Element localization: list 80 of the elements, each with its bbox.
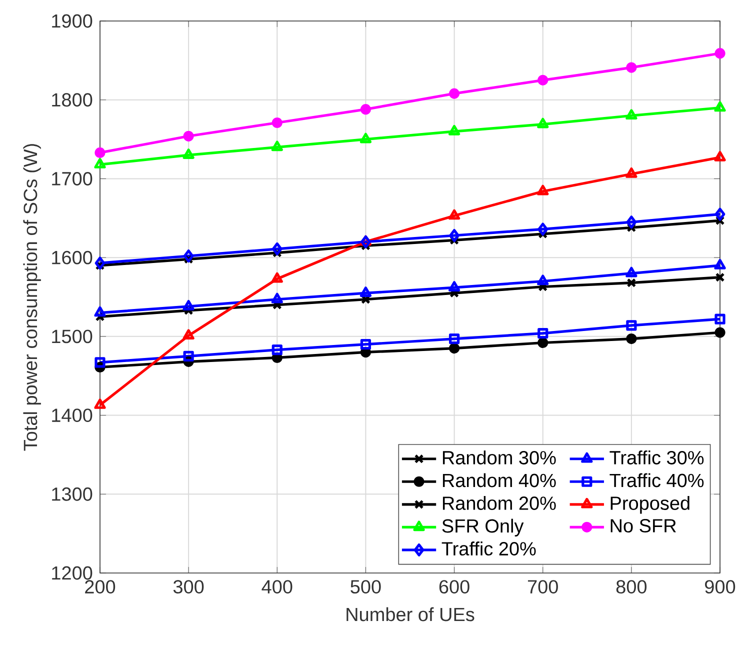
y-tick-label: 1800 (52, 93, 92, 107)
point (538, 328, 548, 339)
point (360, 286, 372, 297)
x-tick-label: 900 (705, 580, 736, 594)
x-tick-label: 200 (85, 580, 116, 594)
point (272, 344, 282, 356)
point (714, 101, 726, 112)
point (272, 117, 282, 128)
legend-label: No SFR (610, 519, 676, 532)
legend-label: Proposed (610, 496, 690, 514)
legend-label: Traffic 30% (610, 450, 704, 464)
x-tick-label: 800 (616, 580, 647, 594)
point (94, 398, 106, 409)
y-tick-label: 1500 (52, 330, 92, 344)
legend-label: Random 30% (442, 450, 556, 464)
point (182, 148, 194, 159)
legend-label: Traffic 20% (442, 542, 536, 556)
point (183, 250, 194, 262)
point (271, 272, 283, 283)
point (448, 209, 460, 220)
point (448, 334, 460, 344)
point (714, 258, 726, 270)
y-tick-label: 1900 (52, 14, 92, 28)
point (272, 242, 282, 256)
point (94, 357, 106, 368)
point (714, 48, 726, 59)
point (271, 292, 283, 304)
point (714, 208, 726, 221)
x-tick-label: 400 (262, 580, 292, 594)
point (538, 222, 548, 236)
point (449, 229, 460, 242)
point (448, 281, 460, 292)
point (538, 337, 548, 348)
point (183, 130, 194, 142)
x-axis-title: Number of UEs (346, 607, 474, 622)
point (537, 274, 549, 286)
point (360, 132, 372, 144)
point (360, 339, 372, 350)
point (94, 256, 106, 270)
point (182, 300, 194, 310)
point (537, 184, 549, 196)
x-tick-label: 600 (439, 580, 470, 594)
y-tick-label: 1400 (52, 408, 92, 422)
x-tick-label: 500 (350, 580, 381, 594)
legend-label: Random 20% (442, 496, 556, 510)
point (626, 109, 638, 120)
point (448, 88, 460, 99)
y-tick-label: 1200 (52, 566, 92, 580)
point (537, 118, 549, 128)
point (715, 272, 725, 282)
x-tick-label: 700 (528, 580, 558, 594)
point (714, 327, 726, 338)
point (626, 62, 637, 73)
point (182, 329, 194, 340)
point (360, 104, 372, 115)
point (626, 320, 637, 331)
y-axis-title: Total power consumption of SCs (W) (23, 144, 41, 451)
legend-label: Random 40% (442, 473, 556, 488)
point (626, 266, 638, 278)
y-tick-label: 1700 (52, 172, 92, 186)
point (626, 167, 638, 178)
point (448, 124, 460, 136)
point (271, 140, 283, 152)
y-tick-label: 1600 (52, 250, 92, 264)
point (626, 216, 637, 229)
point (94, 147, 106, 158)
point (538, 74, 548, 86)
point (714, 314, 726, 324)
point (94, 306, 106, 317)
x-tick-label: 300 (173, 580, 204, 594)
point (626, 278, 636, 288)
point (94, 158, 106, 168)
point (448, 342, 460, 354)
legend-label: Traffic 40% (610, 473, 704, 488)
point (626, 334, 637, 344)
y-tick-label: 1300 (52, 487, 92, 501)
point (714, 150, 726, 162)
legend-label: SFR Only (442, 518, 524, 537)
point (360, 235, 371, 248)
point (183, 350, 194, 362)
